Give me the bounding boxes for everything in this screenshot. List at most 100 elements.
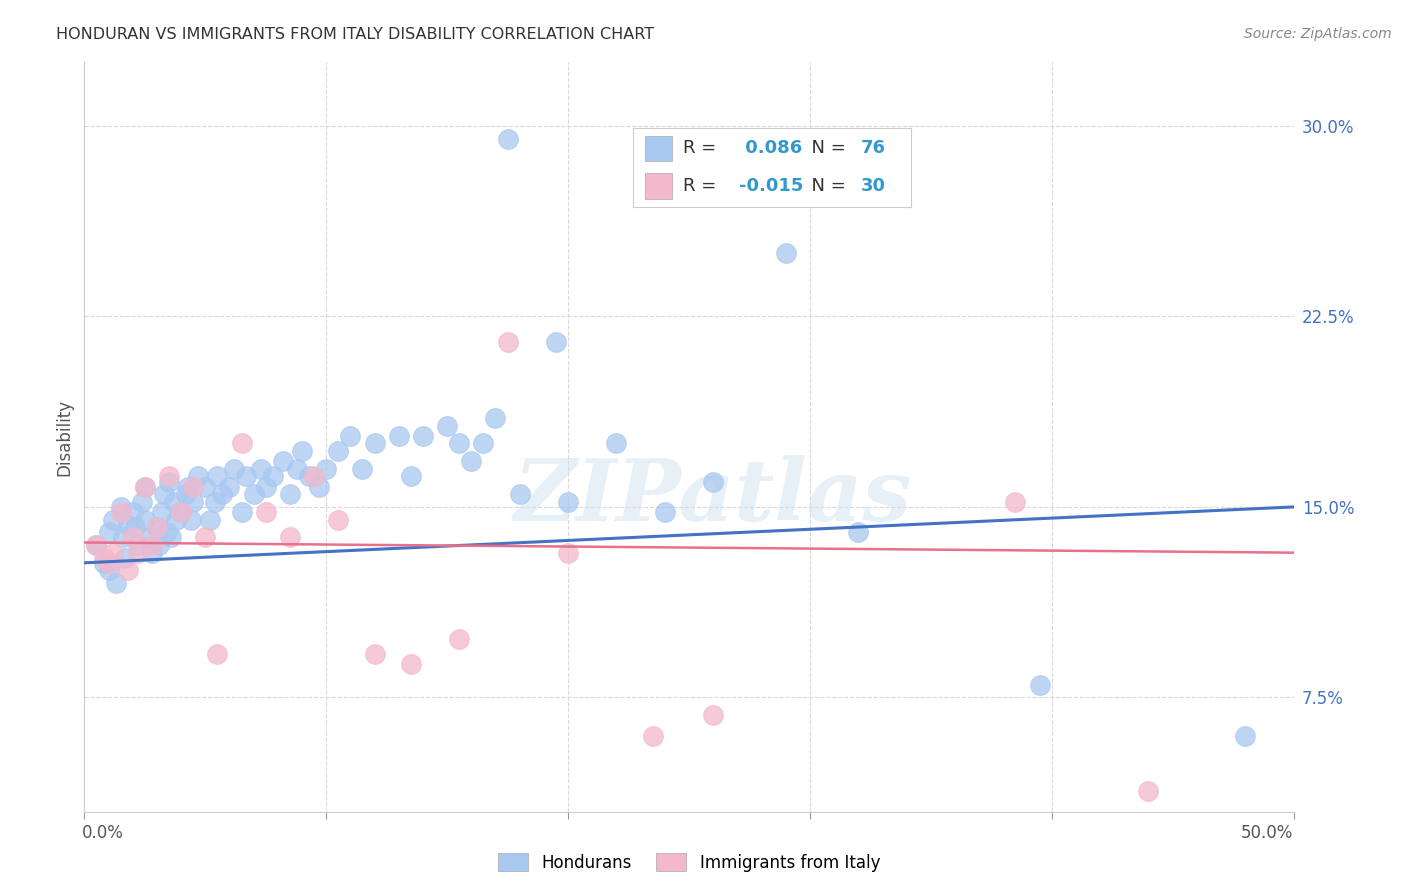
Point bbox=[103, 513, 125, 527]
Point bbox=[224, 462, 246, 476]
Point bbox=[165, 513, 187, 527]
Point bbox=[207, 469, 229, 483]
Point bbox=[181, 480, 204, 494]
Text: N =: N = bbox=[800, 139, 852, 157]
Point bbox=[170, 505, 193, 519]
Point bbox=[155, 525, 177, 540]
Text: ZIPatlas: ZIPatlas bbox=[515, 455, 912, 539]
Point bbox=[93, 556, 115, 570]
Point bbox=[194, 530, 217, 544]
Point bbox=[1234, 729, 1257, 743]
Text: HONDURAN VS IMMIGRANTS FROM ITALY DISABILITY CORRELATION CHART: HONDURAN VS IMMIGRANTS FROM ITALY DISABI… bbox=[56, 27, 654, 42]
Point bbox=[170, 505, 193, 519]
Point bbox=[146, 520, 169, 534]
Point bbox=[298, 469, 321, 483]
Text: 50.0%: 50.0% bbox=[1241, 824, 1294, 842]
Point bbox=[138, 530, 160, 544]
Point bbox=[328, 444, 350, 458]
Point bbox=[198, 513, 221, 527]
Point bbox=[557, 546, 579, 560]
Point bbox=[308, 480, 330, 494]
Point bbox=[153, 487, 176, 501]
Point bbox=[235, 469, 257, 483]
Point bbox=[124, 520, 146, 534]
Point bbox=[315, 462, 337, 476]
Point bbox=[412, 429, 434, 443]
Point bbox=[110, 500, 132, 514]
Point bbox=[194, 480, 217, 494]
Point bbox=[496, 334, 519, 349]
Point bbox=[557, 495, 579, 509]
Point bbox=[449, 632, 471, 646]
Point bbox=[187, 469, 209, 483]
Point bbox=[460, 454, 482, 468]
Point bbox=[641, 729, 664, 743]
Point bbox=[163, 495, 186, 509]
Point bbox=[291, 444, 314, 458]
Point bbox=[278, 530, 301, 544]
Point bbox=[278, 487, 301, 501]
Point bbox=[127, 546, 149, 560]
Point bbox=[271, 454, 294, 468]
Point bbox=[207, 647, 229, 661]
Point bbox=[131, 495, 153, 509]
Point bbox=[702, 475, 724, 489]
Text: 0.086: 0.086 bbox=[740, 139, 803, 157]
Text: 30: 30 bbox=[862, 178, 886, 195]
Point bbox=[399, 469, 422, 483]
Point bbox=[103, 546, 125, 560]
Point bbox=[204, 495, 226, 509]
Point bbox=[250, 462, 273, 476]
Point bbox=[218, 480, 240, 494]
Point bbox=[141, 538, 163, 552]
Point bbox=[114, 550, 136, 565]
Point bbox=[121, 530, 143, 544]
Point bbox=[180, 513, 202, 527]
Point bbox=[605, 436, 627, 450]
Point bbox=[254, 480, 277, 494]
Point bbox=[157, 469, 180, 483]
Point bbox=[134, 480, 156, 494]
Point bbox=[148, 538, 170, 552]
Point bbox=[117, 563, 139, 577]
Point bbox=[211, 487, 233, 501]
Point bbox=[181, 495, 204, 509]
Text: R =: R = bbox=[683, 139, 723, 157]
Point bbox=[1028, 678, 1050, 692]
Point bbox=[436, 418, 458, 433]
Text: -0.015: -0.015 bbox=[740, 178, 803, 195]
Point bbox=[97, 556, 120, 570]
Point bbox=[231, 505, 253, 519]
Text: 76: 76 bbox=[862, 139, 886, 157]
Point bbox=[121, 505, 143, 519]
Point bbox=[496, 131, 519, 145]
Y-axis label: Disability: Disability bbox=[55, 399, 73, 475]
Point bbox=[328, 513, 350, 527]
Point bbox=[174, 487, 197, 501]
Point bbox=[509, 487, 531, 501]
Bar bbox=[644, 173, 672, 199]
Point bbox=[1004, 495, 1026, 509]
Text: Source: ZipAtlas.com: Source: ZipAtlas.com bbox=[1244, 27, 1392, 41]
Point bbox=[177, 480, 200, 494]
Bar bbox=[644, 136, 672, 161]
Point bbox=[86, 538, 108, 552]
Point bbox=[1137, 784, 1160, 798]
Point bbox=[654, 505, 676, 519]
Point bbox=[399, 657, 422, 672]
Legend: Hondurans, Immigrants from Italy: Hondurans, Immigrants from Italy bbox=[491, 847, 887, 879]
Point bbox=[242, 487, 264, 501]
Point bbox=[352, 462, 374, 476]
Point bbox=[160, 530, 183, 544]
Point bbox=[484, 411, 506, 425]
Point bbox=[104, 576, 127, 591]
Text: R =: R = bbox=[683, 178, 723, 195]
Point bbox=[702, 708, 724, 723]
Point bbox=[775, 246, 797, 260]
Text: 0.0%: 0.0% bbox=[82, 824, 124, 842]
Point bbox=[97, 525, 120, 540]
Point bbox=[112, 530, 135, 544]
Point bbox=[472, 436, 495, 450]
Point bbox=[262, 469, 284, 483]
Text: N =: N = bbox=[800, 178, 852, 195]
